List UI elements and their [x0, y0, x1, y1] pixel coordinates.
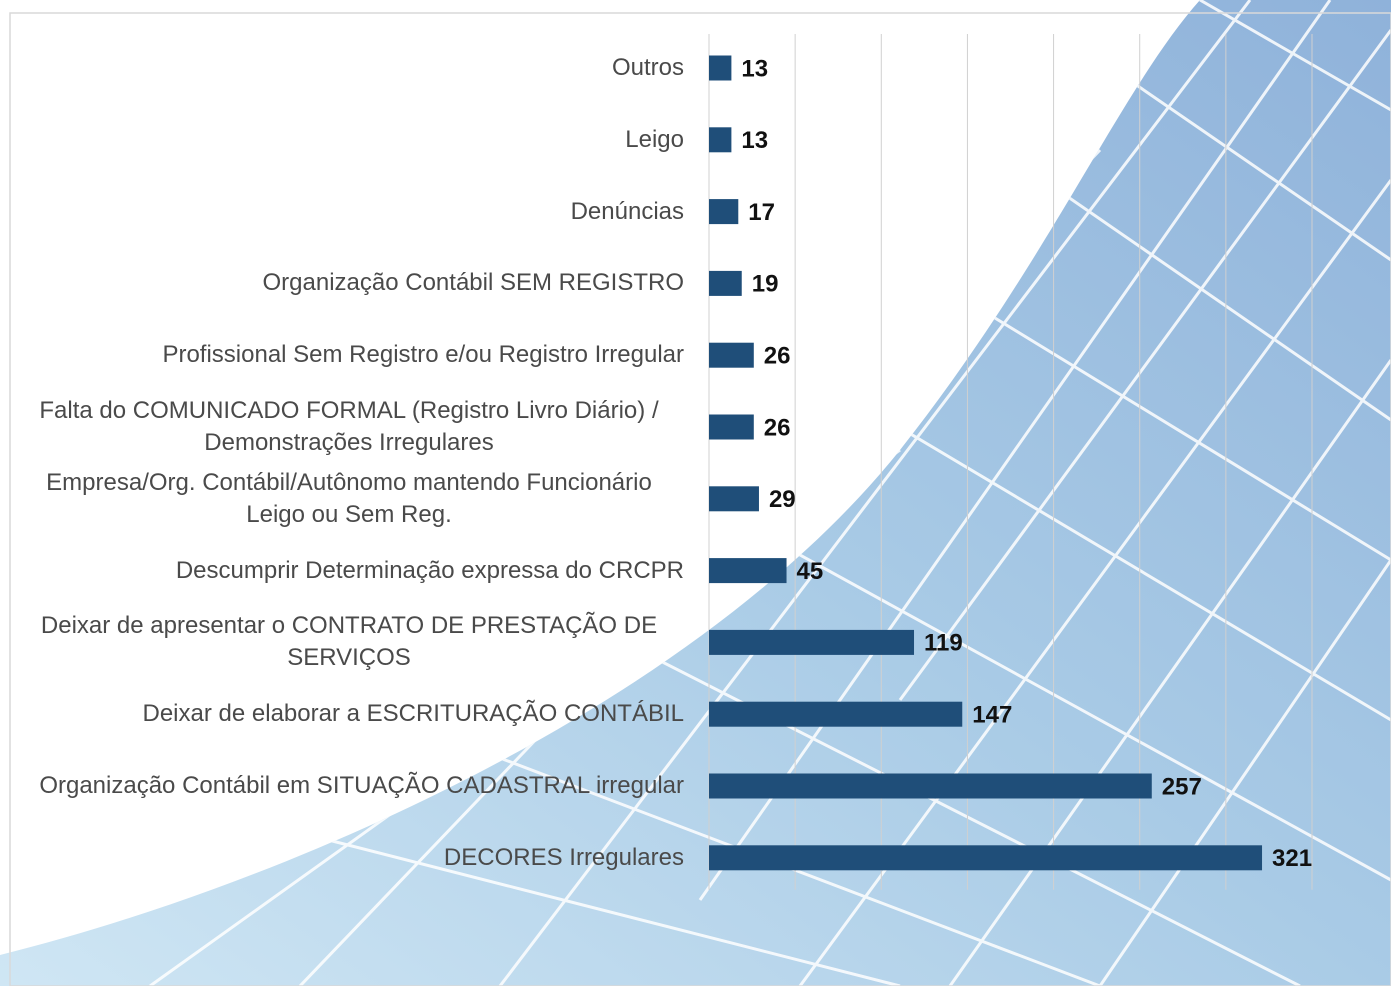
category-label: Deixar de apresentar o CONTRATO DE PREST… [14, 610, 684, 674]
category-label: Organização Contábil SEM REGISTRO [263, 267, 685, 299]
category-label: DECORES Irregulares [444, 842, 684, 874]
category-label-box: Profissional Sem Registro e/ou Registro … [14, 339, 684, 371]
category-label: Empresa/Org. Contábil/Autônomo mantendo … [14, 467, 684, 531]
category-label-box: Deixar de elaborar a ESCRITURAÇÃO CONTÁB… [14, 698, 684, 730]
category-label: Deixar de elaborar a ESCRITURAÇÃO CONTÁB… [143, 698, 685, 730]
category-label: Outros [612, 52, 684, 84]
category-label: Falta do COMUNICADO FORMAL (Registro Liv… [14, 395, 684, 459]
category-label-box: Falta do COMUNICADO FORMAL (Registro Liv… [14, 395, 684, 459]
category-label: Organização Contábil em SITUAÇÃO CADASTR… [39, 770, 684, 802]
category-label-box: Deixar de apresentar o CONTRATO DE PREST… [14, 610, 684, 674]
category-label: Descumprir Determinação expressa do CRCP… [176, 555, 684, 587]
page: {"chart_data": {"type": "barh", "categor… [0, 0, 1391, 986]
category-label: Denúncias [571, 196, 684, 228]
category-labels: Outros Leigo Denúncias Organização Contábil… [0, 0, 1391, 986]
category-label-box: Empresa/Org. Contábil/Autônomo mantendo … [14, 467, 684, 531]
category-label-box: Leigo [14, 124, 684, 156]
category-label-box: Denúncias [14, 196, 684, 228]
category-label-box: Outros [14, 52, 684, 84]
category-label: Leigo [625, 124, 684, 156]
category-label-box: Organização Contábil SEM REGISTRO [14, 267, 684, 299]
category-label: Profissional Sem Registro e/ou Registro … [162, 339, 684, 371]
category-label-box: DECORES Irregulares [14, 842, 684, 874]
category-label-box: Organização Contábil em SITUAÇÃO CADASTR… [14, 770, 684, 802]
category-label-box: Descumprir Determinação expressa do CRCP… [14, 555, 684, 587]
